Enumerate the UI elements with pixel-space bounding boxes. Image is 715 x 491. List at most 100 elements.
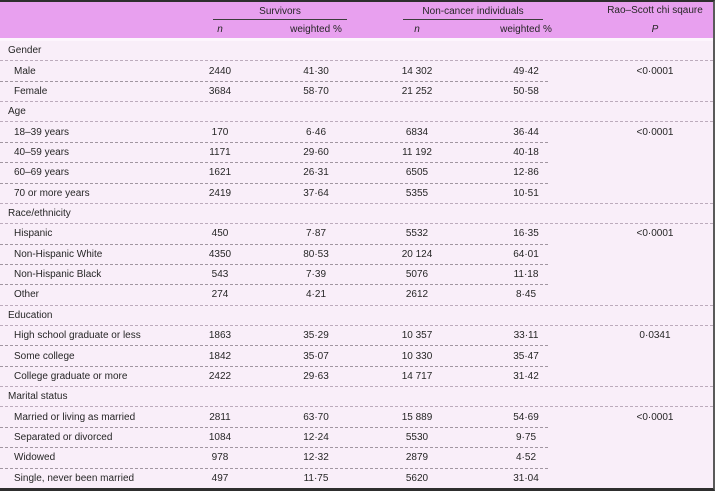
row-label: 70 or more years: [14, 187, 90, 199]
cell-p: <0·0001: [636, 126, 674, 138]
cell-w1: 35·07: [303, 350, 329, 362]
row-label: Race/ethnicity: [8, 208, 71, 220]
row-label: Widowed: [14, 452, 56, 464]
row-separator: [0, 325, 713, 327]
cell-w2: 36·44: [513, 126, 539, 138]
cell-w1: 35·29: [303, 330, 329, 342]
cell-n2: 6505: [405, 167, 429, 179]
row-separator: [0, 386, 713, 388]
table-body: Gender Male 2440 41·30 14 302 49·42 <0·0001 Fem…: [0, 41, 713, 488]
cell-w2: 49·42: [513, 65, 539, 77]
cell-w2: 16·35: [513, 228, 539, 240]
col-header-weighted-survivors: weighted %: [290, 24, 342, 35]
col-header-n-noncancer: n: [414, 24, 420, 35]
cell-w2: 12·86: [513, 167, 539, 179]
row-label: Some college: [14, 350, 75, 362]
cell-n1: 543: [211, 269, 229, 281]
col-header-weighted-noncancer: weighted %: [500, 24, 552, 35]
cell-n1: 2419: [208, 187, 232, 199]
row-label: Hispanic: [14, 228, 53, 240]
cell-n1: 274: [211, 289, 229, 301]
cell-p: <0·0001: [636, 65, 674, 77]
row-separator: [0, 60, 713, 62]
section-row: Gender: [0, 41, 713, 60]
row-separator: [0, 243, 548, 245]
row-label: Other: [14, 289, 40, 301]
table-row: 40–59 years 1171 29·60 11 192 40·18: [0, 143, 713, 162]
section-row: Age: [0, 102, 713, 121]
table-row: Some college 1842 35·07 10 330 35·47: [0, 346, 713, 365]
cell-n1: 3684: [208, 85, 232, 97]
row-label: Separated or divorced: [14, 432, 113, 443]
row-label: 60–69 years: [14, 167, 70, 179]
row-separator: [0, 202, 713, 204]
table-row: Widowed 978 12·32 2879 4·52: [0, 448, 713, 467]
row-label: Female: [14, 85, 48, 97]
cell-w1: 58·70: [303, 85, 329, 97]
row-separator: [0, 467, 548, 469]
survivors-group-label: Survivors: [213, 6, 347, 20]
table-row: Male 2440 41·30 14 302 49·42 <0·0001: [0, 61, 713, 80]
cell-p: 0·0341: [639, 330, 671, 342]
noncancer-group-label: Non-cancer individuals: [403, 6, 543, 20]
cell-w1: 11·75: [303, 472, 329, 484]
cell-n2: 6834: [405, 126, 429, 138]
row-label: Married or living as married: [14, 411, 136, 423]
row-label: Male: [14, 65, 36, 77]
cell-n1: 497: [211, 472, 229, 484]
row-separator: [0, 121, 713, 123]
cell-n1: 2440: [208, 65, 232, 77]
cell-n1: 1084: [208, 432, 232, 443]
row-separator: [0, 263, 548, 265]
cell-w1: 37·64: [303, 187, 329, 199]
cell-w2: 4·52: [515, 452, 536, 464]
row-separator: [0, 141, 548, 143]
cell-n1: 1863: [208, 330, 232, 342]
row-label: Non-Hispanic Black: [14, 269, 102, 281]
cell-n2: 10 330: [401, 350, 433, 362]
cell-n2: 21 252: [401, 85, 433, 97]
row-separator: [0, 447, 548, 449]
col-header-n-survivors: n: [217, 24, 223, 35]
cell-w1: 63·70: [303, 411, 329, 423]
row-separator: [0, 223, 713, 225]
cell-w1: 41·30: [303, 65, 329, 77]
cell-n1: 1842: [208, 350, 232, 362]
group-header-row: Survivors Non-cancer individuals Rao–Sco…: [0, 2, 713, 21]
cell-p: <0·0001: [636, 411, 674, 423]
cell-n2: 14 302: [401, 65, 433, 77]
row-label: Education: [8, 309, 53, 321]
section-row: Marital status: [0, 387, 713, 406]
cell-w2: 50·58: [513, 85, 539, 97]
cell-n2: 15 889: [401, 411, 433, 423]
cell-w2: 54·69: [513, 411, 539, 423]
cell-n2: 2879: [405, 452, 429, 464]
row-label: 40–59 years: [14, 146, 70, 158]
cell-w2: 40·18: [513, 146, 539, 158]
row-separator: [0, 80, 548, 82]
cell-w2: 33·11: [513, 330, 539, 342]
row-separator: [0, 406, 713, 408]
table-header: Survivors Non-cancer individuals Rao–Sco…: [0, 2, 713, 41]
cell-w1: 7·39: [305, 269, 326, 281]
row-separator: [0, 345, 548, 347]
row-separator: [0, 365, 548, 367]
cell-n2: 5620: [405, 472, 429, 484]
row-label: Single, never been married: [14, 472, 135, 484]
table-row: College graduate or more 2422 29·63 14 717 3…: [0, 367, 713, 386]
cell-w1: 4·21: [305, 289, 326, 301]
cell-w1: 26·31: [303, 167, 329, 179]
cell-n2: 2612: [405, 289, 429, 301]
row-separator: [0, 284, 548, 286]
table-row: Hispanic 450 7·87 5532 16·35 <0·0001: [0, 224, 713, 243]
table-row: Separated or divorced 1084 12·24 5530 9·75: [0, 428, 713, 447]
cell-n1: 1171: [209, 146, 231, 158]
survivors-group-header: Survivors: [185, 6, 377, 21]
cell-p: <0·0001: [636, 228, 674, 240]
chisq-group-label: Rao–Scott chi sqaure: [607, 5, 703, 16]
row-separator: [0, 426, 548, 428]
cell-n2: 5076: [405, 269, 429, 281]
cell-n1: 2422: [208, 370, 232, 382]
cell-w2: 8·45: [515, 289, 536, 301]
cell-n1: 450: [211, 228, 229, 240]
